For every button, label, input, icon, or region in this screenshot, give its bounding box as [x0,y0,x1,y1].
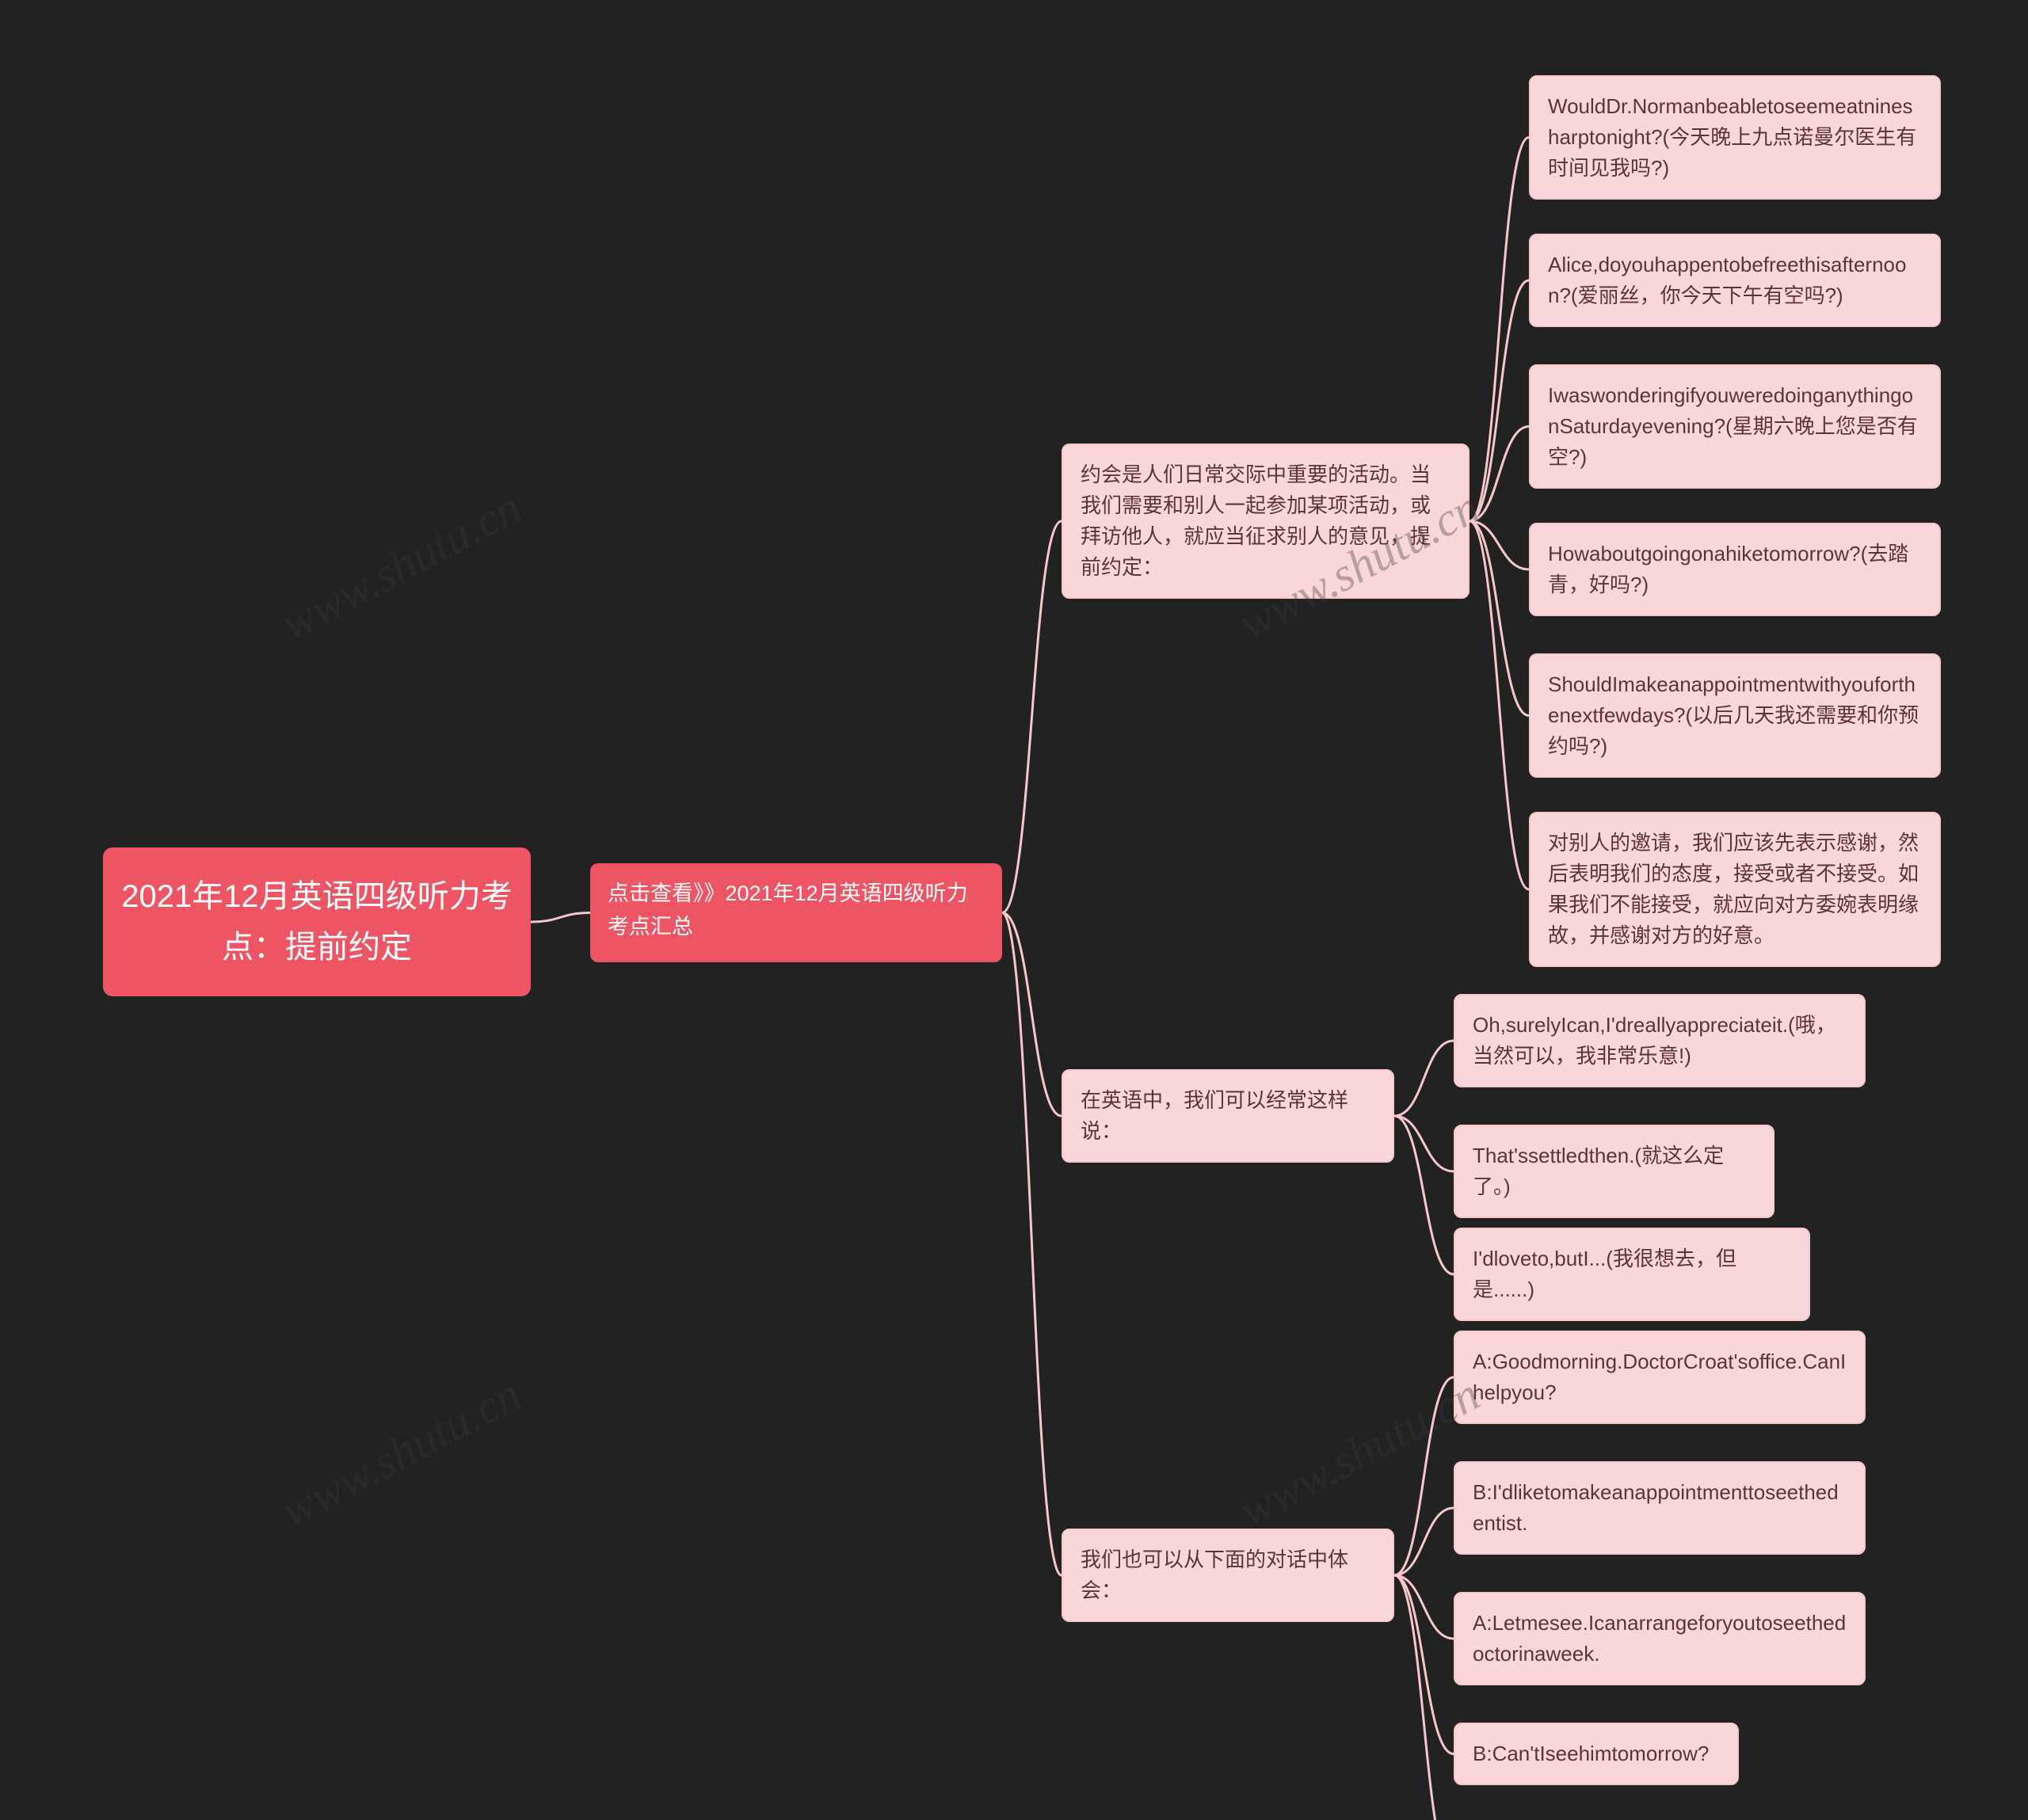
branch-node[interactable]: 我们也可以从下面的对话中体会： [1062,1529,1394,1622]
watermark-4: www.shutu.cn [1230,1367,1489,1539]
watermark-2: www.shutu.cn [272,1367,530,1539]
leaf-node[interactable]: That'ssettledthen.(就这么定了。) [1454,1125,1774,1218]
leaf-node[interactable]: Oh,surelyIcan,I'dreallyappreciateit.(哦，当… [1454,994,1866,1087]
leaf-node[interactable]: 对别人的邀请，我们应该先表示感谢，然后表明我们的态度，接受或者不接受。如果我们不… [1529,812,1941,967]
leaf-node[interactable]: B:I'dliketomakeanappointmenttoseethedent… [1454,1461,1866,1555]
leaf-node[interactable]: Howaboutgoingonahiketomorrow?(去踏青，好吗?) [1529,523,1941,616]
root-node[interactable]: 2021年12月英语四级听力考点：提前约定 [103,847,531,996]
leaf-node[interactable]: Alice,doyouhappentobefreethisafternoon?(… [1529,234,1941,327]
leaf-node[interactable]: A:Goodmorning.DoctorCroat'soffice.CanIhe… [1454,1331,1866,1424]
leaf-node[interactable]: I'dloveto,butI...(我很想去，但是......) [1454,1228,1810,1321]
leaf-node[interactable]: IwaswonderingifyouweredoinganythingonSat… [1529,364,1941,489]
branch-node[interactable]: 约会是人们日常交际中重要的活动。当我们需要和别人一起参加某项活动，或拜访他人，就… [1062,444,1470,599]
watermark-1: www.shutu.cn [272,480,530,652]
leaf-node[interactable]: B:Can'tIseehimtomorrow? [1454,1723,1739,1785]
mindmap-canvas: 2021年12月英语四级听力考点：提前约定 点击查看》》2021年12月英语四级… [0,0,2028,1820]
branch-node[interactable]: 在英语中，我们可以经常这样说： [1062,1069,1394,1163]
leaf-node[interactable]: A:Letmesee.Icanarrangeforyoutoseethedoct… [1454,1592,1866,1685]
leaf-node[interactable]: WouldDr.Normanbeabletoseemeatninesharpto… [1529,75,1941,200]
sub-node[interactable]: 点击查看》》2021年12月英语四级听力考点汇总 [590,863,1002,962]
leaf-node[interactable]: ShouldImakeanappointmentwithyouforthenex… [1529,653,1941,778]
